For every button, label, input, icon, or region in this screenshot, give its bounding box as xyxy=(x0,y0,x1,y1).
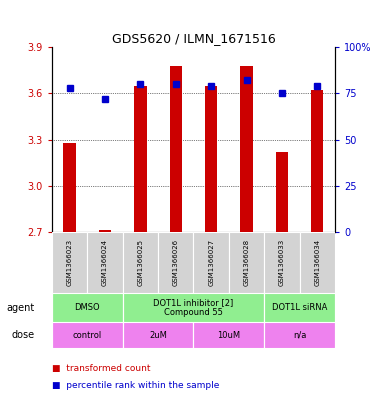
Bar xyxy=(264,322,335,348)
Text: DMSO: DMSO xyxy=(75,303,100,312)
Bar xyxy=(123,293,264,322)
Text: ■  percentile rank within the sample: ■ percentile rank within the sample xyxy=(52,381,219,390)
Bar xyxy=(123,232,158,293)
Text: dose: dose xyxy=(11,330,34,340)
Text: GSM1366027: GSM1366027 xyxy=(208,239,214,286)
Text: GSM1366033: GSM1366033 xyxy=(279,239,285,286)
Bar xyxy=(276,152,288,232)
Text: GSM1366026: GSM1366026 xyxy=(173,239,179,286)
Bar xyxy=(169,66,182,232)
Bar xyxy=(264,293,335,322)
Title: GDS5620 / ILMN_1671516: GDS5620 / ILMN_1671516 xyxy=(112,31,275,44)
Bar xyxy=(123,322,193,348)
Bar xyxy=(300,232,335,293)
Text: GSM1366028: GSM1366028 xyxy=(244,239,249,286)
Bar xyxy=(311,90,323,232)
Text: 10uM: 10uM xyxy=(217,331,240,340)
Bar xyxy=(52,232,87,293)
Bar xyxy=(64,143,76,232)
Text: DOT1L inhibitor [2]
Compound 55: DOT1L inhibitor [2] Compound 55 xyxy=(153,298,234,317)
Bar xyxy=(205,86,218,232)
Text: ■  transformed count: ■ transformed count xyxy=(52,364,151,373)
Bar xyxy=(240,66,253,232)
Text: GSM1366024: GSM1366024 xyxy=(102,239,108,286)
Text: GSM1366025: GSM1366025 xyxy=(137,239,143,286)
Bar xyxy=(158,232,193,293)
Text: DOT1L siRNA: DOT1L siRNA xyxy=(272,303,327,312)
Text: GSM1366023: GSM1366023 xyxy=(67,239,73,286)
Text: 2uM: 2uM xyxy=(149,331,167,340)
Text: control: control xyxy=(73,331,102,340)
Bar xyxy=(87,232,123,293)
Bar xyxy=(134,86,147,232)
Bar xyxy=(52,322,123,348)
Text: GSM1366034: GSM1366034 xyxy=(314,239,320,286)
Text: n/a: n/a xyxy=(293,331,306,340)
Bar xyxy=(193,232,229,293)
Bar xyxy=(229,232,264,293)
Bar xyxy=(52,293,123,322)
Text: agent: agent xyxy=(6,303,34,312)
Bar xyxy=(99,230,111,232)
Bar xyxy=(264,232,300,293)
Bar xyxy=(193,322,264,348)
